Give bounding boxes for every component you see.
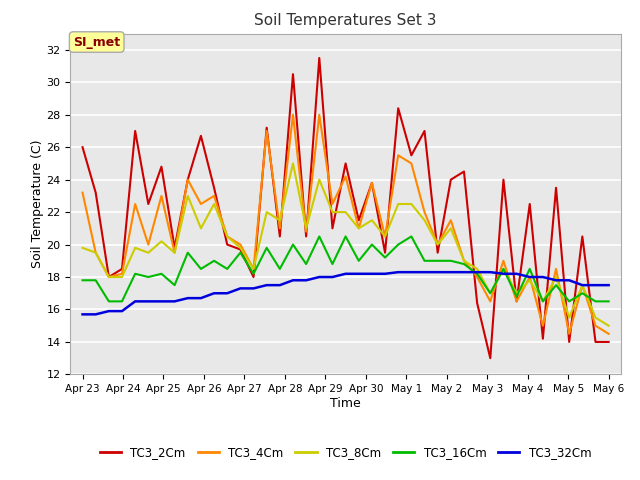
Legend: TC3_2Cm, TC3_4Cm, TC3_8Cm, TC3_16Cm, TC3_32Cm: TC3_2Cm, TC3_4Cm, TC3_8Cm, TC3_16Cm, TC3… xyxy=(95,442,596,464)
Text: SI_met: SI_met xyxy=(73,36,120,48)
Title: Soil Temperatures Set 3: Soil Temperatures Set 3 xyxy=(254,13,437,28)
X-axis label: Time: Time xyxy=(330,397,361,410)
Y-axis label: Soil Temperature (C): Soil Temperature (C) xyxy=(31,140,44,268)
